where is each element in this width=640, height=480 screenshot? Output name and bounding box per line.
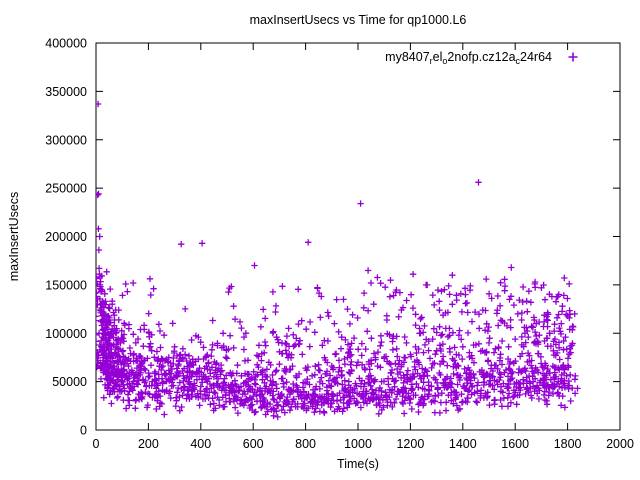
y-tick-label: 150000 [45, 278, 87, 292]
y-tick-label: 100000 [45, 327, 87, 341]
y-tick-label: 50000 [52, 375, 87, 389]
x-tick-label: 1600 [501, 437, 529, 451]
x-tick-label: 1400 [449, 437, 477, 451]
y-tick-label: 350000 [45, 85, 87, 99]
data-points [96, 100, 581, 421]
y-tick-label: 0 [80, 424, 87, 438]
x-tick-label: 1800 [554, 437, 582, 451]
x-axis-label: Time(s) [337, 457, 379, 471]
legend-marker-plus-icon [568, 52, 578, 62]
x-tick-label: 800 [295, 437, 316, 451]
legend-label: my8407relo2nofp.cz12ac24r64 [385, 50, 552, 66]
y-tick-label: 300000 [45, 133, 87, 147]
x-tick-label: 0 [93, 437, 100, 451]
y-tick-label: 400000 [45, 37, 87, 51]
y-tick-label: 250000 [45, 182, 87, 196]
x-tick-label: 1000 [344, 437, 372, 451]
legend: my8407relo2nofp.cz12ac24r64 [385, 50, 578, 66]
chart-title: maxInsertUsecs vs Time for qp1000.L6 [250, 13, 467, 27]
y-tick-label: 200000 [45, 230, 87, 244]
x-tick-label: 2000 [606, 437, 634, 451]
y-axis-label: maxInsertUsecs [7, 192, 21, 282]
x-tick-label: 200 [138, 437, 159, 451]
x-tick-label: 1200 [396, 437, 424, 451]
x-tick-label: 400 [190, 437, 211, 451]
x-axis-ticks [95, 43, 621, 430]
scatter-marker-plus-icon [96, 100, 581, 421]
x-tick-label: 600 [243, 437, 264, 451]
